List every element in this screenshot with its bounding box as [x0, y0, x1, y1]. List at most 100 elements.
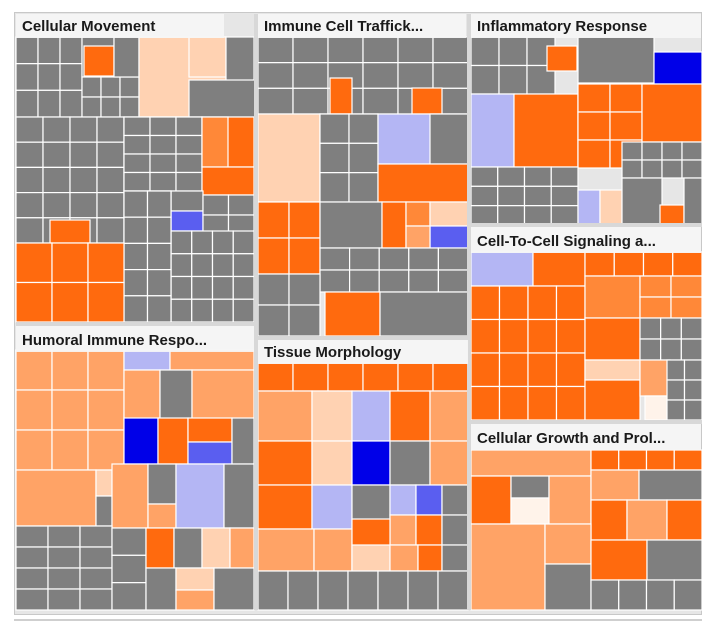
- treemap-tile: [532, 251, 586, 287]
- treemap-tile: [577, 111, 611, 141]
- treemap-tile: [590, 449, 620, 471]
- treemap-tile: [313, 528, 353, 572]
- group-header-background: [16, 326, 254, 352]
- treemap-tile: [584, 359, 641, 381]
- treemap-tile: [211, 253, 234, 278]
- group-header-label: Cellular Growth and Prol...: [477, 430, 665, 447]
- treemap-tile: [232, 253, 255, 278]
- treemap-tile: [149, 134, 177, 155]
- treemap-tile: [470, 523, 546, 611]
- treemap-tile: [618, 579, 648, 611]
- group-header-label: Cellular Movement: [22, 18, 155, 35]
- treemap-tile: [470, 318, 501, 354]
- group-header-background: [471, 14, 701, 38]
- treemap-tile: [201, 116, 229, 168]
- group-immune-cell-trafficking[interactable]: Immune Cell Traffick...: [258, 14, 466, 38]
- treemap-tile: [660, 317, 682, 340]
- treemap-tile: [51, 242, 89, 284]
- group-tissue-morphology[interactable]: Tissue Morphology: [258, 340, 468, 364]
- treemap-tile: [432, 36, 469, 64]
- bottom-divider: [14, 619, 702, 621]
- treemap-tile: [626, 499, 668, 541]
- treemap-tile: [87, 281, 125, 323]
- group-header-background: [258, 14, 466, 38]
- treemap-tile: [147, 463, 177, 505]
- treemap-tile: [287, 570, 319, 611]
- group-humoral-immune-response[interactable]: Humoral Immune Respo...: [16, 326, 254, 352]
- treemap-tile: [59, 89, 83, 118]
- treemap-tile: [37, 89, 61, 118]
- treemap-tile: [584, 317, 641, 361]
- group-header-label: Cell-To-Cell Signaling a...: [477, 233, 656, 250]
- treemap-tile: [666, 499, 703, 541]
- treemap-tile: [527, 352, 558, 388]
- treemap-tile: [555, 352, 586, 388]
- treemap-tile: [510, 475, 550, 499]
- treemap-tile: [544, 563, 592, 611]
- treemap-tile: [319, 113, 350, 144]
- treemap-group-headers: Cellular Movement Immune Cell Traffick...…: [16, 14, 702, 610]
- treemap-tile: [159, 369, 193, 421]
- treemap-tile: [96, 217, 125, 244]
- treemap-tile: [111, 582, 147, 611]
- treemap-tile: [69, 116, 98, 143]
- group-header-background: [471, 424, 701, 450]
- treemap-tile: [202, 194, 230, 216]
- treemap-tile: [429, 201, 469, 227]
- treemap-tile: [87, 349, 125, 391]
- treemap-tile: [347, 570, 379, 611]
- treemap-tile: [15, 116, 44, 143]
- group-cell-to-cell-signaling[interactable]: Cell-To-Cell Signaling a...: [471, 227, 701, 253]
- treemap-tile: [213, 567, 255, 611]
- group-cellular-growth-and-proliferation[interactable]: Cellular Growth and Prol...: [471, 424, 701, 450]
- treemap-tile: [175, 153, 203, 174]
- treemap-tile: [523, 166, 552, 187]
- treemap-tile: [83, 45, 115, 77]
- treemap-tile: [349, 247, 380, 271]
- treemap-tile: [673, 449, 703, 471]
- group-header-label: Inflammatory Response: [477, 18, 647, 35]
- group-divider: [254, 14, 258, 610]
- treemap-tile: [257, 87, 294, 115]
- treemap-tile: [81, 96, 102, 118]
- treemap-tile: [123, 295, 149, 323]
- treemap-tile: [641, 159, 663, 179]
- treemap-tiles: [15, 36, 703, 611]
- treemap-tile: [351, 390, 391, 442]
- treemap-tile: [590, 539, 648, 581]
- treemap-tile: [613, 251, 645, 277]
- treemap-tile: [123, 349, 171, 371]
- treemap-tile: [292, 36, 329, 64]
- group-header-background: [471, 227, 701, 253]
- treemap-tile: [69, 141, 98, 168]
- treemap-tile: [257, 528, 315, 572]
- treemap-tile: [111, 463, 149, 529]
- treemap-tile: [96, 116, 125, 143]
- treemap-tile: [683, 379, 703, 401]
- treemap-tile: [498, 318, 529, 354]
- group-cellular-movement[interactable]: Cellular Movement: [16, 14, 224, 38]
- group-divider: [471, 420, 702, 424]
- treemap-tile: [69, 166, 98, 194]
- treemap-tile: [95, 469, 113, 497]
- treemap-tile: [599, 189, 623, 226]
- treemap-tile: [257, 273, 290, 306]
- treemap-tile: [146, 242, 172, 271]
- treemap-tile: [645, 449, 675, 471]
- treemap-tile: [42, 166, 71, 194]
- treemap-tile: [389, 440, 431, 486]
- treemap-tile: [15, 36, 39, 65]
- treemap-tile: [292, 362, 329, 392]
- treemap-tile: [319, 247, 351, 271]
- group-divider: [471, 223, 702, 227]
- treemap-tile: [641, 83, 703, 143]
- treemap-tile: [288, 201, 321, 239]
- treemap-tile: [377, 570, 409, 611]
- group-inflammatory-response[interactable]: Inflammatory Response: [471, 14, 701, 38]
- treemap-tile: [639, 317, 662, 340]
- treemap-tile: [319, 269, 351, 293]
- treemap-tile: [351, 544, 391, 572]
- treemap-tile: [429, 225, 469, 249]
- treemap-tile: [149, 171, 177, 192]
